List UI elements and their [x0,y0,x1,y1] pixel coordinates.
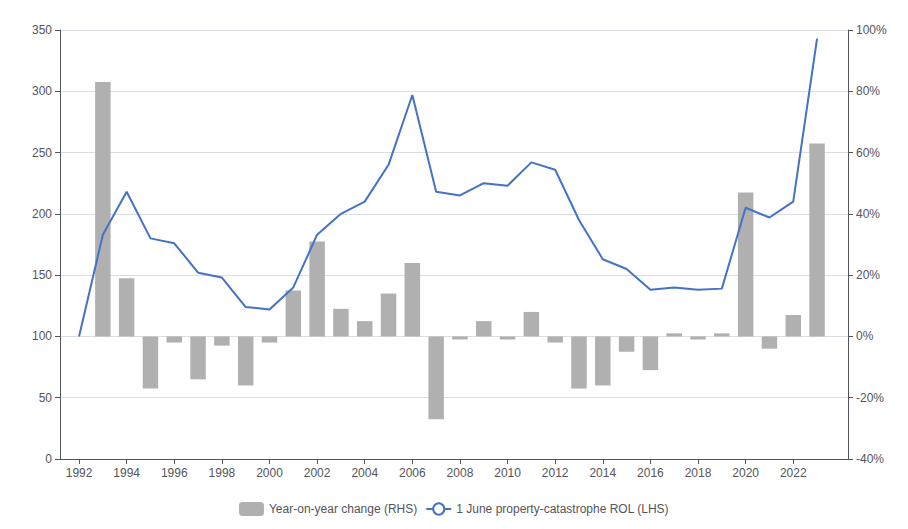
svg-text:1996: 1996 [161,466,188,480]
svg-text:1994: 1994 [113,466,140,480]
svg-text:2022: 2022 [780,466,807,480]
svg-text:20%: 20% [856,268,880,282]
svg-text:350: 350 [32,23,52,37]
svg-text:Year-on-year change (RHS): Year-on-year change (RHS) [269,502,417,516]
svg-text:2010: 2010 [494,466,521,480]
svg-text:1998: 1998 [209,466,236,480]
svg-text:250: 250 [32,146,52,160]
svg-text:2002: 2002 [304,466,331,480]
svg-text:80%: 80% [856,84,880,98]
svg-text:-40%: -40% [856,452,884,466]
svg-text:200: 200 [32,207,52,221]
svg-text:2016: 2016 [637,466,664,480]
svg-text:2004: 2004 [351,466,378,480]
svg-text:1992: 1992 [66,466,93,480]
svg-text:2018: 2018 [685,466,712,480]
svg-text:2020: 2020 [732,466,759,480]
svg-text:100%: 100% [856,23,887,37]
svg-text:0: 0 [45,452,52,466]
svg-text:2006: 2006 [399,466,426,480]
svg-text:100: 100 [32,329,52,343]
svg-text:2012: 2012 [542,466,569,480]
svg-text:2000: 2000 [256,466,283,480]
svg-text:50: 50 [39,391,53,405]
svg-text:300: 300 [32,84,52,98]
svg-text:2014: 2014 [589,466,616,480]
svg-text:60%: 60% [856,146,880,160]
svg-text:150: 150 [32,268,52,282]
svg-text:2008: 2008 [447,466,474,480]
svg-text:0%: 0% [856,329,874,343]
svg-text:1 June property-catastrophe RO: 1 June property-catastrophe ROL (LHS) [456,502,668,516]
svg-text:-20%: -20% [856,391,884,405]
svg-text:40%: 40% [856,207,880,221]
